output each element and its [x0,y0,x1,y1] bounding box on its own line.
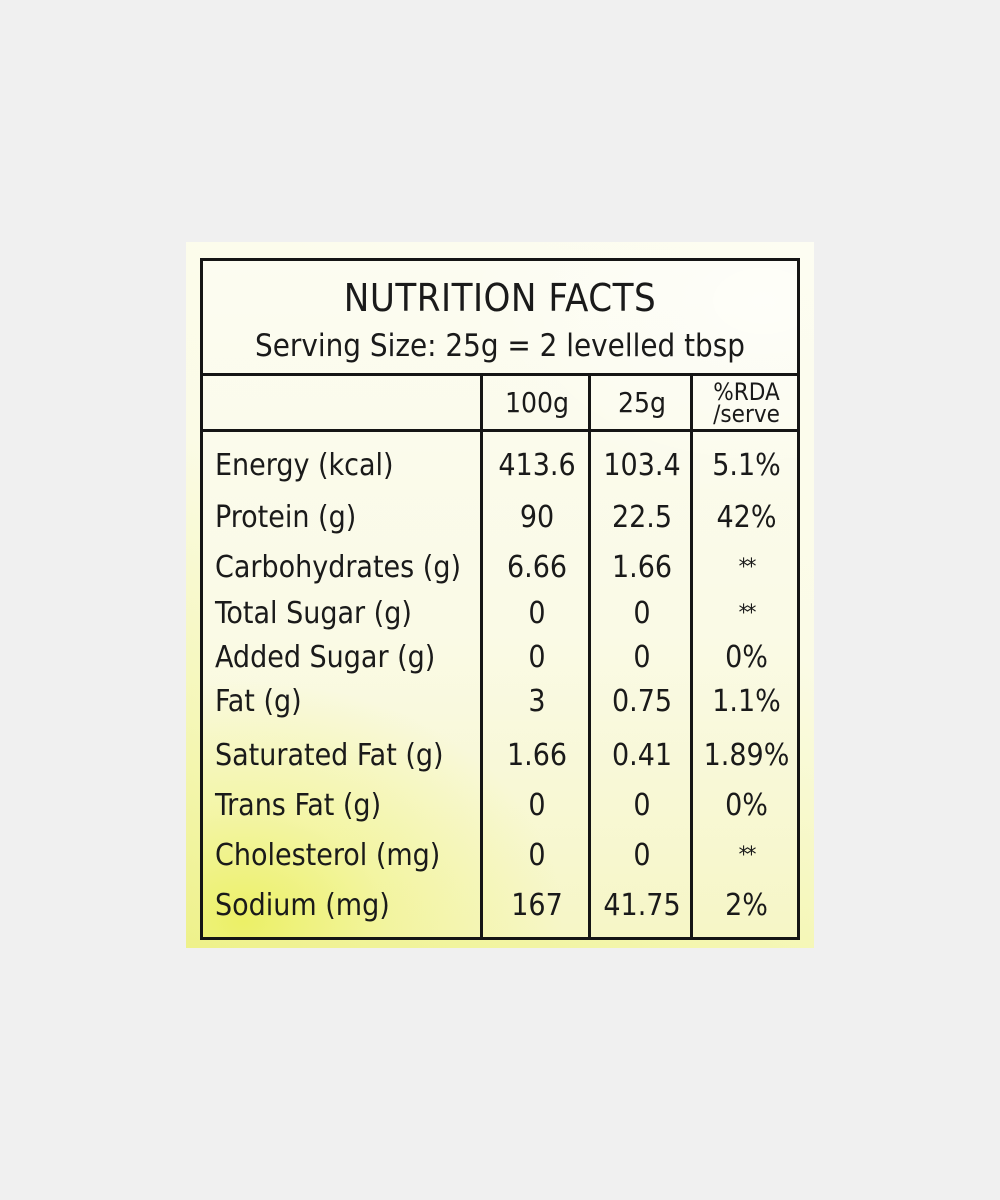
table-row: Fat (g) 3 0.75 1.1% [203,677,797,725]
value-per-100g: 413.6 [498,447,576,483]
table-row: Protein (g) 90 22.5 42% [203,493,797,541]
value-per-100g: 0 [528,787,546,823]
panel-title: NUTRITION FACTS [343,276,657,320]
table-row: Saturated Fat (g) 1.66 0.41 1.89% [203,731,797,779]
value-per-25g: 0.75 [611,683,673,719]
nutrition-facts-panel: NUTRITION FACTS Serving Size: 25g = 2 le… [200,258,800,940]
value-per-100g: 3 [528,683,546,719]
table-row: Sodium (mg) 167 41.75 2% [203,881,797,929]
value-per-100g: 0 [528,837,546,873]
table-row: Total Sugar (g) 0 0 ** [203,589,797,637]
panel-header: NUTRITION FACTS Serving Size: 25g = 2 le… [203,261,797,376]
nutrient-name: Fat (g) [215,683,302,719]
nutrient-name: Total Sugar (g) [215,595,412,631]
value-rda: 42% [716,499,777,535]
table-row: Added Sugar (g) 0 0 0% [203,633,797,681]
table-row: Energy (kcal) 413.6 103.4 5.1% [203,441,797,489]
value-rda: ** [738,554,757,580]
nutrient-name: Energy (kcal) [215,447,394,483]
column-header-100g: 100g [504,386,570,419]
serving-size: Serving Size: 25g = 2 levelled tbsp [255,328,745,364]
value-per-100g: 0 [528,595,546,631]
value-rda: 1.89% [703,737,790,773]
value-per-25g: 103.4 [603,447,681,483]
column-divider [690,373,693,937]
value-per-100g: 90 [519,499,555,535]
value-rda: ** [738,842,757,868]
column-header-rda: %RDA /serve [693,376,800,429]
table-row: Carbohydrates (g) 6.66 1.66 ** [203,543,797,591]
nutrient-name: Added Sugar (g) [215,639,436,675]
nutrient-name: Carbohydrates (g) [215,549,461,585]
value-per-25g: 0 [633,639,651,675]
column-header-divider [203,429,797,432]
value-per-100g: 167 [511,887,563,923]
value-per-25g: 0.41 [611,737,673,773]
value-per-25g: 0 [633,837,651,873]
value-rda: 0% [725,787,768,823]
table-row: Trans Fat (g) 0 0 0% [203,781,797,829]
rda-header-line2: /serve [713,399,780,428]
nutrient-name: Sodium (mg) [215,887,390,923]
value-rda: 2% [725,887,768,923]
value-rda: 1.1% [712,683,781,719]
value-rda: 0% [725,639,768,675]
value-rda: 5.1% [712,447,781,483]
nutrient-name: Trans Fat (g) [215,787,382,823]
nutrient-name: Cholesterol (mg) [215,837,441,873]
value-per-25g: 0 [633,787,651,823]
column-header-25g: 25g [617,386,667,419]
value-per-100g: 0 [528,639,546,675]
rda-header-line1: %RDA [713,377,780,406]
value-per-25g: 0 [633,595,651,631]
value-per-25g: 41.75 [603,887,681,923]
nutrient-name: Protein (g) [215,499,357,535]
column-divider [588,373,591,937]
column-divider [480,373,483,937]
value-rda: ** [738,600,757,626]
nutrient-name: Saturated Fat (g) [215,737,444,773]
value-per-100g: 6.66 [506,549,568,585]
value-per-25g: 22.5 [611,499,673,535]
value-per-25g: 1.66 [611,549,673,585]
value-per-100g: 1.66 [506,737,568,773]
table-row: Cholesterol (mg) 0 0 ** [203,831,797,879]
